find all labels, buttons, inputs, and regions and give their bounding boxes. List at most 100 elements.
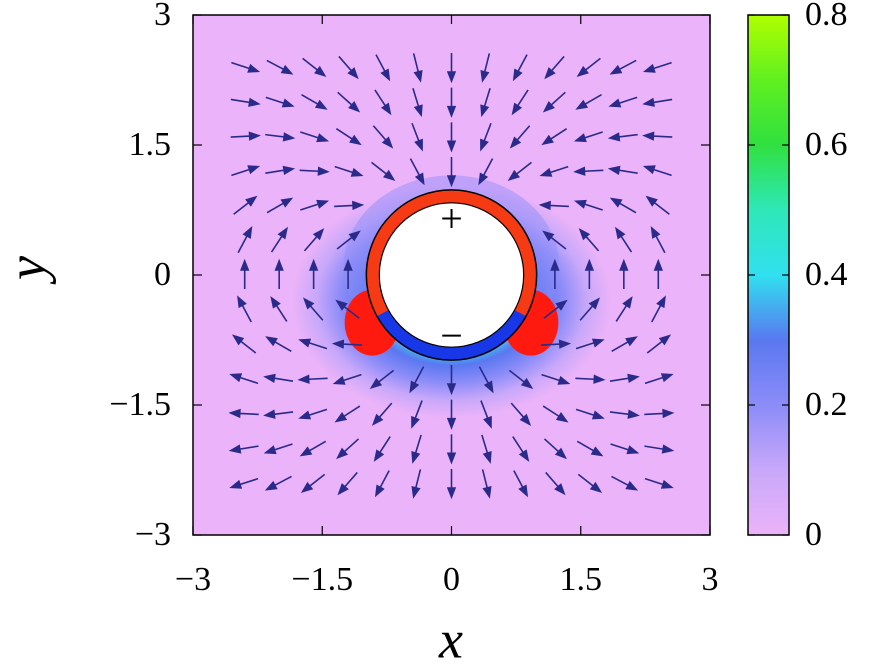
arrow [609,409,640,419]
arrow [298,408,328,420]
colorbar-tick-label: 0.6 [805,126,848,163]
arrow [237,295,252,323]
arrow [229,477,259,489]
x-tick-label: 3 [702,561,719,598]
arrow [576,57,601,77]
arrow [607,132,638,142]
arrow [230,131,261,141]
arrow [265,336,292,353]
arrow [338,55,359,80]
arrow [480,400,492,429]
arrow [371,161,396,181]
particle-arc [377,309,526,361]
arrow [642,165,672,177]
arrow [538,200,569,211]
y-tick-label: −3 [135,516,171,553]
arrow [229,373,259,385]
arrow [540,339,572,349]
x-tick-label: 1.5 [560,561,603,598]
arrow [334,200,365,211]
arrow [266,59,294,75]
arrow [642,61,672,73]
arrow [299,440,327,457]
arrow [371,402,393,426]
y-tick-label: 1.5 [129,126,172,163]
arrow [573,199,603,211]
arrow [642,97,673,107]
arrow [576,440,604,457]
arrow [609,197,637,214]
arrow [615,296,633,322]
y-tick-label: −1.5 [109,386,171,423]
arrow [642,131,673,141]
x-tick-label: −1.5 [291,561,353,598]
arrow [509,125,531,149]
annotation: + [440,196,463,241]
colorbar-tick-label: 0.4 [805,256,848,293]
arrow [615,226,633,253]
arrow [446,53,457,84]
arrow [607,165,638,175]
arrow [481,434,492,464]
arrow [228,408,259,419]
arrow [507,161,532,181]
arrow [446,434,457,465]
arrow [300,473,326,493]
x-tick-label: 0 [443,561,460,598]
arrow [270,226,288,253]
arrow [372,125,394,149]
arrow [373,436,391,462]
arrow [300,199,330,211]
arrow [644,477,674,489]
arrow [302,57,327,77]
arrow [411,400,423,429]
arrow [332,373,362,385]
arrow [369,369,395,389]
arrow [508,369,534,389]
arrow [265,96,295,108]
arrow [619,258,629,289]
arrow [550,258,560,289]
arrow [375,54,391,82]
arrow [651,295,666,323]
arrow [343,258,353,289]
arrow [545,471,566,496]
arrow [653,258,663,289]
arrow [541,128,568,146]
arrow [265,165,296,175]
arrow [297,374,328,384]
arrow [609,59,637,75]
arrow [645,195,670,215]
arrow [336,230,361,250]
arrow [609,373,640,383]
arrow [542,405,569,423]
arrow [611,475,639,491]
y-tick-label: 0 [154,256,171,293]
arrow [270,296,288,322]
arrow [446,122,457,153]
arrow [480,122,492,152]
arrow [412,88,423,118]
arrow [335,128,362,146]
arrow [301,93,328,110]
arrow [575,374,606,384]
arrow [336,438,360,460]
arrow [542,230,567,250]
arrow [331,339,363,349]
arrow [573,166,604,176]
arrow [539,165,569,177]
arrow [478,158,494,186]
colorbar-tick-label: 0 [805,516,822,553]
arrow [228,444,259,454]
arrow [409,158,425,186]
arrow [412,53,423,83]
arrow [541,373,571,385]
arrow [231,165,261,177]
arrow [510,402,532,426]
arrow [577,473,603,493]
arrow [446,157,457,188]
particle-outline [378,202,525,348]
arrow [480,88,491,118]
arrow [584,258,595,289]
